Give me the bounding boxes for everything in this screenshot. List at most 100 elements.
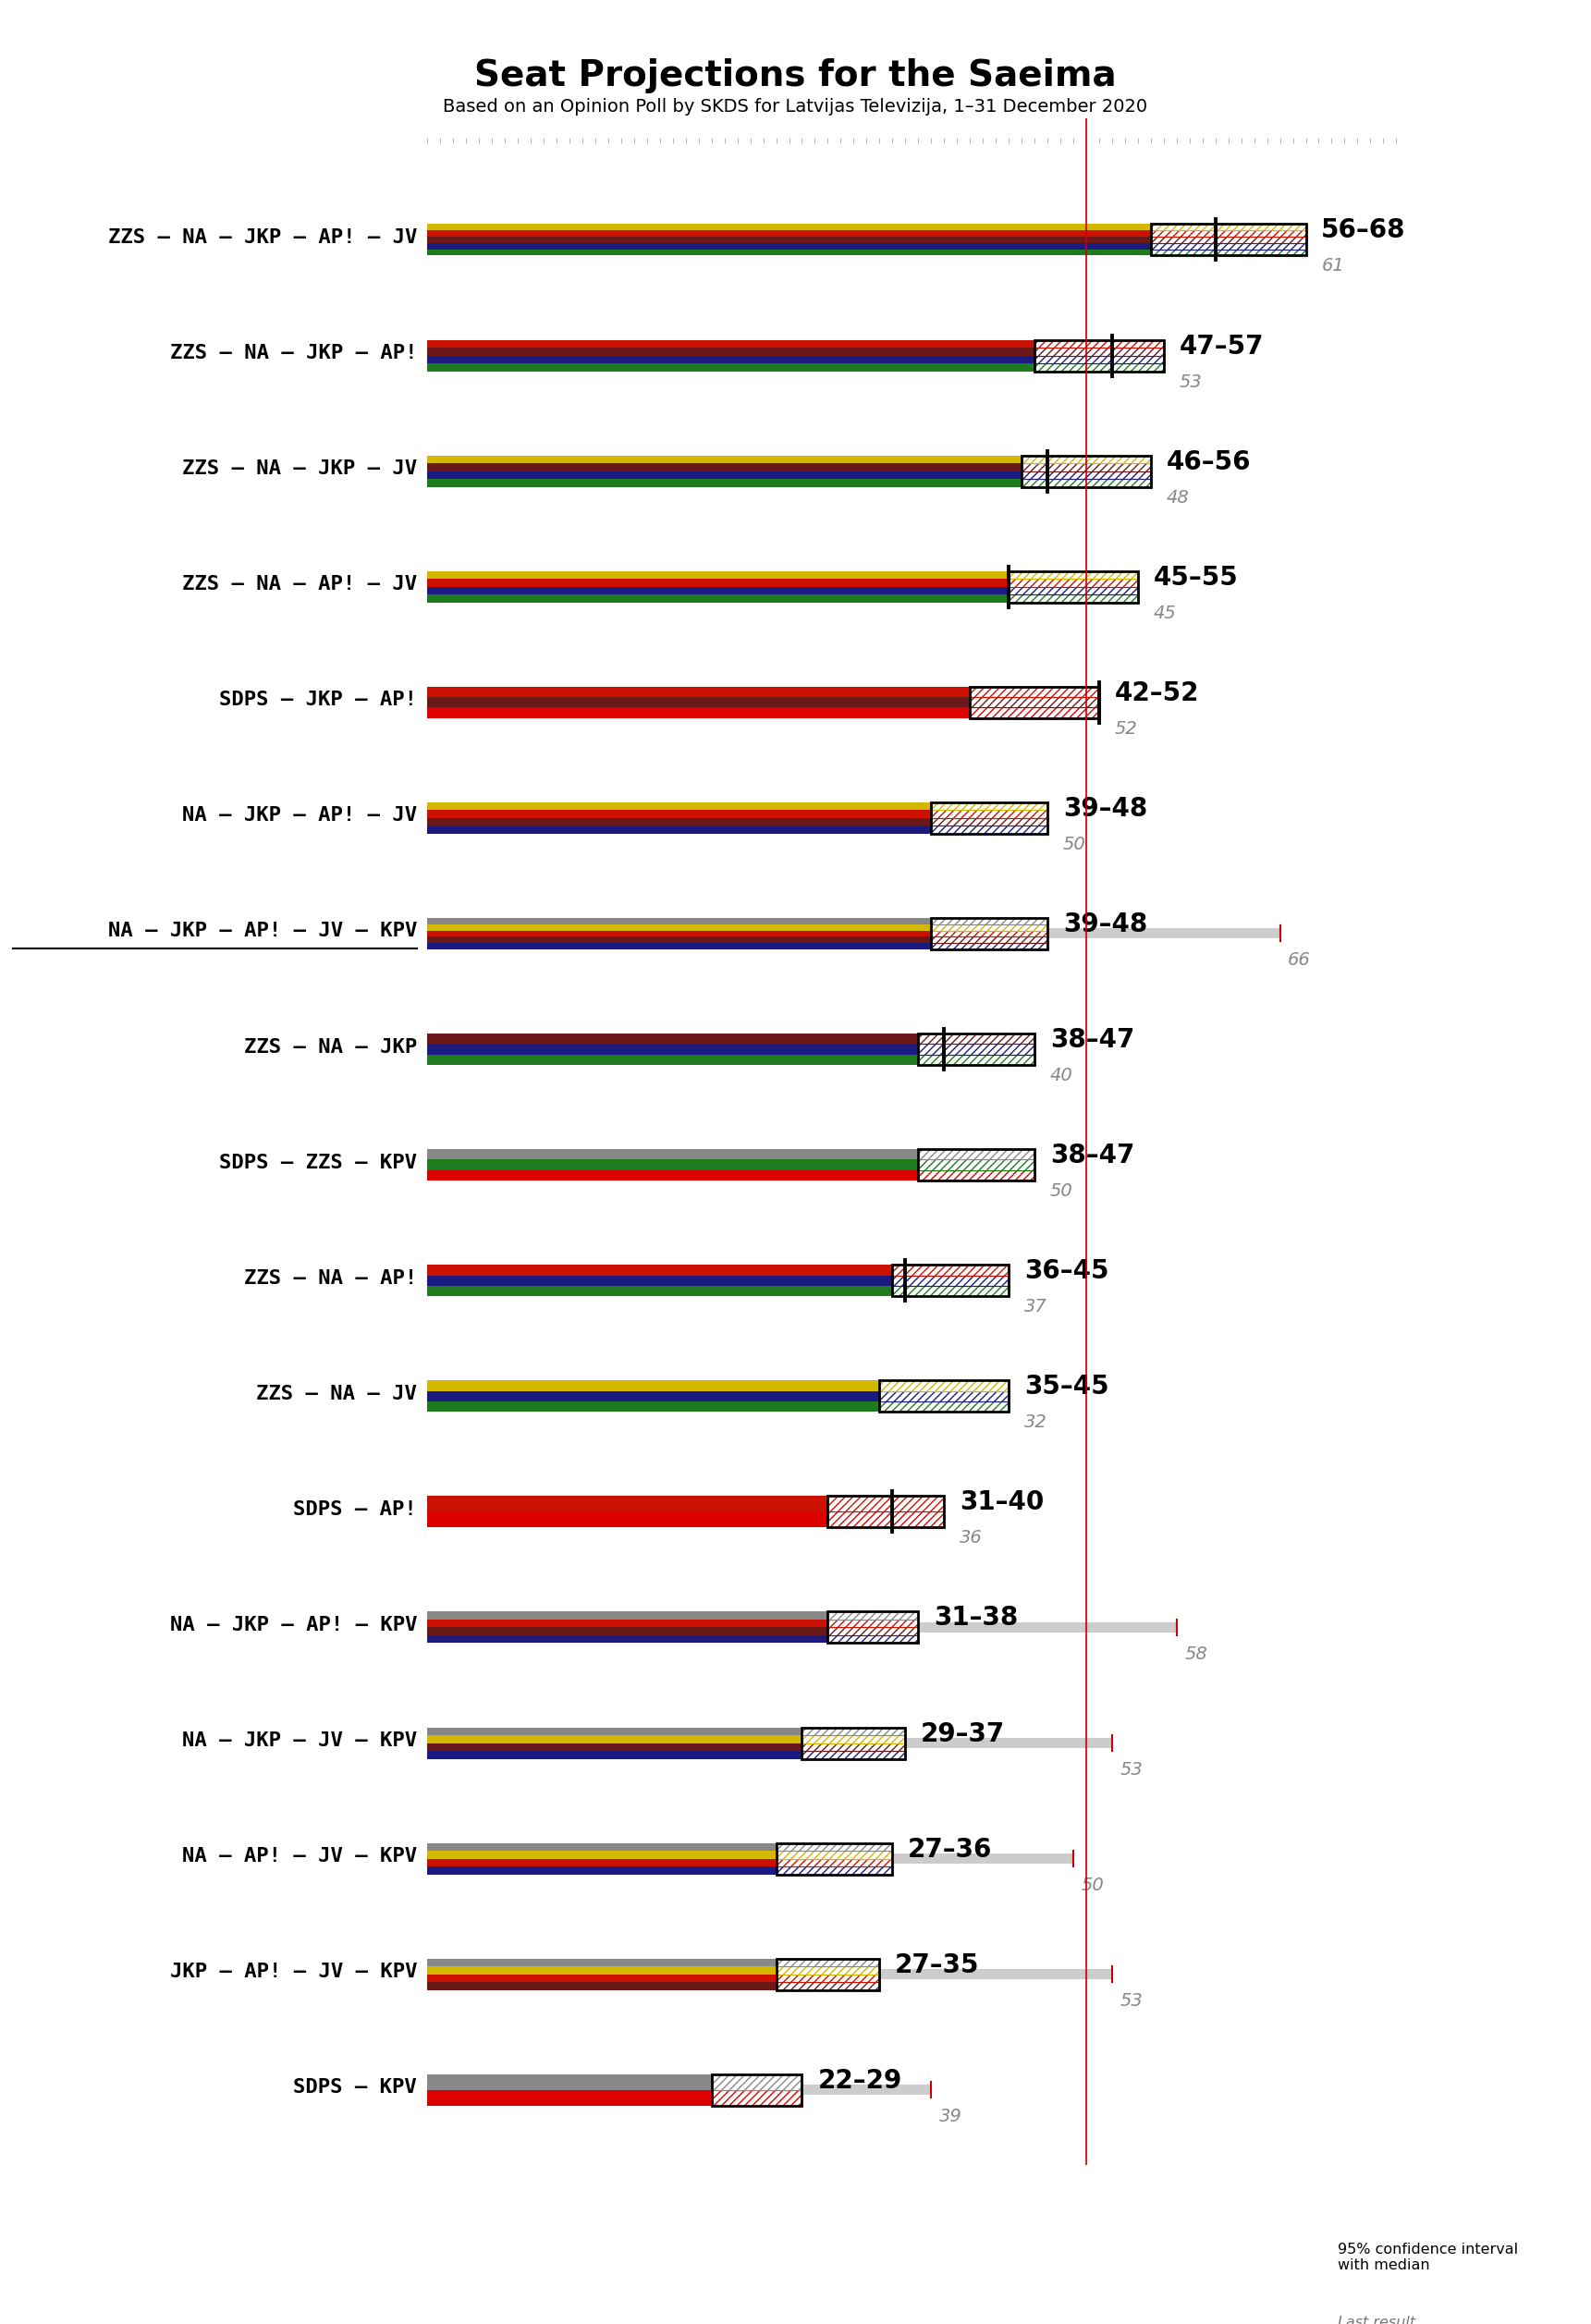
Text: 45–55: 45–55 xyxy=(1153,565,1238,590)
Bar xyxy=(428,1627,827,1636)
Bar xyxy=(428,918,931,925)
Bar xyxy=(428,1401,880,1413)
Bar xyxy=(428,1264,893,1276)
Bar xyxy=(1150,237,1306,244)
Bar xyxy=(428,2075,711,2089)
Bar xyxy=(880,1401,1009,1413)
Bar xyxy=(827,1513,943,1527)
Bar xyxy=(918,1148,1034,1181)
Bar xyxy=(827,1620,918,1627)
Text: 50: 50 xyxy=(1080,1878,1104,1894)
Text: SDPS – JKP – AP!: SDPS – JKP – AP! xyxy=(220,690,417,709)
Text: 37: 37 xyxy=(1025,1299,1047,1315)
Bar xyxy=(1034,363,1163,372)
Bar xyxy=(918,1034,1034,1043)
Text: 50: 50 xyxy=(1050,1183,1072,1199)
Bar xyxy=(802,1727,905,1759)
Text: 42–52: 42–52 xyxy=(1115,681,1200,706)
Bar xyxy=(931,802,1047,834)
Text: ZZS – NA – JV: ZZS – NA – JV xyxy=(256,1385,417,1404)
Bar xyxy=(776,1975,880,1982)
Text: 38–47: 38–47 xyxy=(1050,1143,1134,1169)
Bar xyxy=(931,925,1047,930)
Text: 32: 32 xyxy=(1025,1413,1047,1432)
Text: 95% confidence interval: 95% confidence interval xyxy=(1338,2243,1518,2257)
Bar xyxy=(428,456,1021,462)
Bar xyxy=(428,1636,827,1643)
Text: SDPS – AP!: SDPS – AP! xyxy=(293,1501,417,1518)
Text: 48: 48 xyxy=(1166,488,1188,507)
Bar xyxy=(428,825,931,834)
Bar xyxy=(428,811,931,818)
Bar xyxy=(1021,462,1150,472)
Bar xyxy=(893,1285,1009,1297)
Bar xyxy=(428,697,971,706)
Bar xyxy=(428,2085,931,2094)
Bar xyxy=(428,1055,918,1064)
Bar xyxy=(776,1982,880,1989)
Text: ZZS – NA – JKP – AP! – JV: ZZS – NA – JKP – AP! – JV xyxy=(108,228,417,246)
Text: Last result: Last result xyxy=(1338,2317,1416,2324)
Bar xyxy=(918,1148,1034,1160)
Bar xyxy=(1021,479,1150,486)
Bar xyxy=(428,356,1034,363)
Text: 36–45: 36–45 xyxy=(1025,1257,1109,1285)
Bar xyxy=(711,2089,802,2106)
Bar xyxy=(1150,249,1306,256)
Text: 45: 45 xyxy=(1153,604,1176,623)
Bar xyxy=(931,825,1047,834)
Bar xyxy=(711,2075,802,2106)
Bar xyxy=(776,1966,880,1975)
Bar xyxy=(1009,572,1138,602)
Bar xyxy=(428,249,1150,256)
Bar xyxy=(931,811,1047,818)
Bar xyxy=(802,1750,905,1759)
Bar xyxy=(931,944,1047,951)
Bar xyxy=(428,1380,880,1392)
Bar xyxy=(428,1160,918,1171)
Text: 47–57: 47–57 xyxy=(1179,332,1263,360)
Bar xyxy=(1034,339,1163,372)
Bar xyxy=(1293,2315,1332,2324)
Bar xyxy=(1021,472,1150,479)
Bar xyxy=(428,925,931,930)
Bar xyxy=(918,1055,1034,1064)
Bar xyxy=(428,462,1021,472)
Bar xyxy=(971,686,1099,718)
Bar xyxy=(776,1859,893,1866)
Text: Based on an Opinion Poll by SKDS for Latvijas Televizija, 1–31 December 2020: Based on an Opinion Poll by SKDS for Lat… xyxy=(444,98,1147,116)
Bar xyxy=(1293,2240,1332,2275)
Text: 31–40: 31–40 xyxy=(959,1490,1044,1515)
Text: 53: 53 xyxy=(1120,1762,1142,1778)
Bar xyxy=(802,1736,905,1743)
Bar xyxy=(428,1285,893,1297)
Bar xyxy=(428,1968,1112,1980)
Text: 27–36: 27–36 xyxy=(908,1836,993,1862)
Bar xyxy=(880,1392,1009,1401)
Text: SDPS – KPV: SDPS – KPV xyxy=(293,2078,417,2096)
Bar xyxy=(428,1513,827,1527)
Bar xyxy=(827,1627,918,1636)
Bar xyxy=(428,1620,827,1627)
Bar xyxy=(428,1611,827,1620)
Bar xyxy=(428,363,1034,372)
Bar xyxy=(428,1497,827,1513)
Bar xyxy=(931,802,1047,811)
Bar xyxy=(1150,230,1306,237)
Bar xyxy=(880,1380,1009,1413)
Bar xyxy=(1034,356,1163,363)
Text: 58: 58 xyxy=(1184,1645,1208,1664)
Text: ZZS – NA – JKP – JV: ZZS – NA – JKP – JV xyxy=(181,460,417,479)
Bar xyxy=(893,1264,1009,1276)
Text: NA – JKP – JV – KPV: NA – JKP – JV – KPV xyxy=(181,1731,417,1750)
Text: 56–68: 56–68 xyxy=(1322,218,1406,244)
Bar xyxy=(931,930,1047,937)
Bar xyxy=(428,1043,918,1055)
Text: 53: 53 xyxy=(1120,1992,1142,2010)
Bar xyxy=(428,1966,776,1975)
Bar xyxy=(931,918,1047,951)
Bar xyxy=(428,339,1034,349)
Bar xyxy=(931,937,1047,944)
Text: 29–37: 29–37 xyxy=(921,1720,1006,1748)
Bar xyxy=(428,1736,802,1743)
